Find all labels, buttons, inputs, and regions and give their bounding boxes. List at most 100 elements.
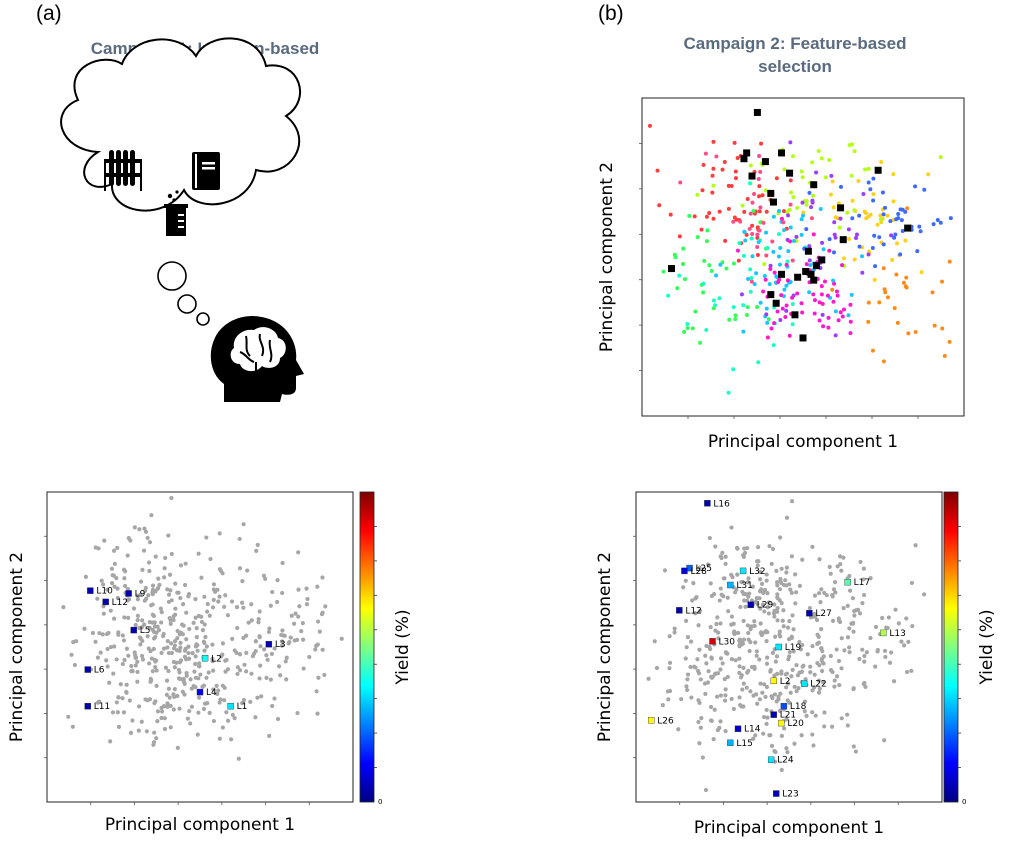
background-point xyxy=(110,573,115,578)
background-point xyxy=(754,653,759,658)
background-point xyxy=(109,581,115,586)
cluster-point xyxy=(847,236,852,241)
cluster-point xyxy=(819,292,824,297)
background-point xyxy=(842,648,847,653)
background-point xyxy=(165,645,170,650)
background-point xyxy=(747,648,752,654)
cluster-point xyxy=(830,179,835,184)
background-point xyxy=(769,743,775,748)
background-point xyxy=(151,740,157,745)
background-point xyxy=(834,674,840,679)
background-point xyxy=(839,636,844,641)
labeled-ligand-marker xyxy=(227,702,234,710)
background-point xyxy=(732,629,737,634)
cluster-point xyxy=(755,235,760,240)
cluster-point xyxy=(711,298,716,303)
background-point xyxy=(909,668,914,673)
cluster-point xyxy=(758,220,763,225)
background-point xyxy=(168,618,173,623)
background-point xyxy=(278,673,283,678)
background-point xyxy=(224,710,229,715)
background-point xyxy=(822,710,827,715)
cluster-point xyxy=(757,184,762,189)
cluster-point xyxy=(850,198,855,203)
background-point xyxy=(215,691,220,697)
cluster-point xyxy=(723,238,728,243)
cluster-point xyxy=(693,309,698,314)
cluster-point xyxy=(704,328,709,333)
cluster-point xyxy=(846,227,851,232)
cluster-point xyxy=(812,298,817,303)
background-point xyxy=(839,568,844,573)
background-point xyxy=(856,607,861,612)
background-point xyxy=(718,719,723,724)
cluster-point xyxy=(791,195,796,200)
cluster-point xyxy=(904,275,909,280)
cluster-point xyxy=(807,290,812,295)
background-point xyxy=(769,561,774,566)
cluster-point xyxy=(828,192,833,197)
background-point xyxy=(857,656,862,662)
background-point xyxy=(821,661,826,666)
cluster-point xyxy=(752,282,757,287)
labeled-ligand-marker xyxy=(747,601,754,608)
background-point xyxy=(230,712,235,717)
background-point xyxy=(684,684,689,689)
background-point xyxy=(280,560,285,566)
cluster-point xyxy=(740,203,745,208)
ligand-label: L17 xyxy=(854,578,870,588)
background-point xyxy=(211,687,216,692)
background-point xyxy=(858,559,863,565)
selected-ligand-marker xyxy=(810,276,818,284)
background-point xyxy=(184,610,189,615)
cluster-point xyxy=(710,173,715,178)
background-point xyxy=(794,689,799,694)
background-point xyxy=(122,657,127,663)
background-point xyxy=(217,736,222,741)
thought-bubble-small xyxy=(196,312,210,326)
cluster-point xyxy=(777,262,782,267)
cluster-point xyxy=(901,280,906,285)
background-point xyxy=(889,650,894,655)
cluster-point xyxy=(804,262,809,267)
background-point xyxy=(281,633,286,638)
background-point xyxy=(812,593,818,598)
background-point xyxy=(264,675,269,680)
cluster-point xyxy=(833,333,838,338)
cluster-point xyxy=(785,210,790,215)
cluster-point xyxy=(825,293,830,298)
cluster-point xyxy=(745,197,750,202)
panel-b-label: (b) xyxy=(598,2,624,25)
background-point xyxy=(786,637,792,642)
cluster-point xyxy=(687,213,692,218)
cluster-point xyxy=(700,188,705,193)
background-point xyxy=(712,707,717,712)
background-point xyxy=(749,624,754,629)
background-point xyxy=(819,646,824,651)
cluster-point xyxy=(827,237,832,242)
selected-ligand-marker xyxy=(839,236,847,244)
background-point xyxy=(193,597,198,602)
background-point xyxy=(814,617,820,623)
background-point xyxy=(112,644,117,649)
background-point xyxy=(114,575,119,581)
background-point xyxy=(142,622,147,627)
background-point xyxy=(215,587,220,592)
cluster-point xyxy=(748,163,753,168)
background-point xyxy=(778,535,783,540)
background-point xyxy=(96,546,101,551)
cluster-point xyxy=(655,168,660,173)
background-point xyxy=(723,728,728,734)
background-point xyxy=(210,642,215,647)
cluster-point xyxy=(856,178,861,183)
background-point xyxy=(200,684,205,689)
background-point xyxy=(161,631,166,637)
cluster-point xyxy=(711,216,716,221)
background-point xyxy=(793,572,798,577)
cluster-point xyxy=(942,353,947,358)
background-point xyxy=(789,590,794,595)
background-point xyxy=(108,739,113,744)
background-point xyxy=(225,667,231,672)
ligand-label: L9 xyxy=(135,589,146,599)
background-point xyxy=(255,542,260,548)
